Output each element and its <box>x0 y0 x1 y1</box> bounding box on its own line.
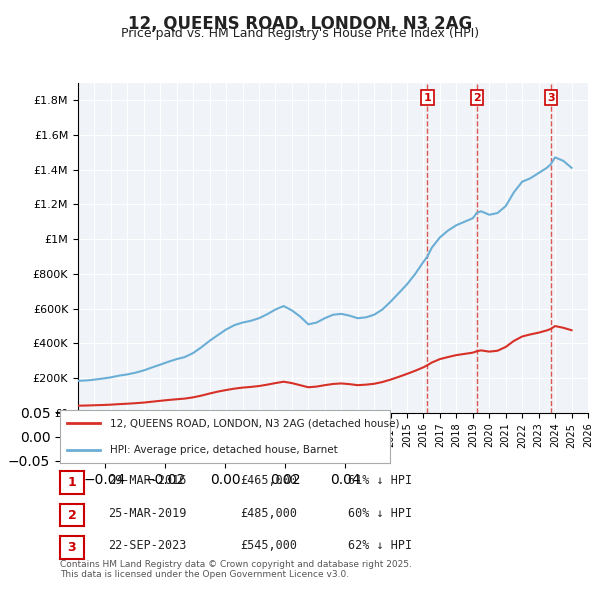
Text: 60% ↓ HPI: 60% ↓ HPI <box>348 507 412 520</box>
Text: 62% ↓ HPI: 62% ↓ HPI <box>348 539 412 552</box>
Text: Price paid vs. HM Land Registry's House Price Index (HPI): Price paid vs. HM Land Registry's House … <box>121 27 479 40</box>
Text: £485,000: £485,000 <box>240 507 297 520</box>
Text: HPI: Average price, detached house, Barnet: HPI: Average price, detached house, Barn… <box>110 445 337 455</box>
Text: Contains HM Land Registry data © Crown copyright and database right 2025.
This d: Contains HM Land Registry data © Crown c… <box>60 560 412 579</box>
Text: £545,000: £545,000 <box>240 539 297 552</box>
Text: 2: 2 <box>473 93 481 103</box>
Text: 1: 1 <box>68 476 76 489</box>
Text: £465,000: £465,000 <box>240 474 297 487</box>
Text: 25-MAR-2019: 25-MAR-2019 <box>108 507 187 520</box>
Text: 1: 1 <box>424 93 431 103</box>
Text: 12, QUEENS ROAD, LONDON, N3 2AG (detached house): 12, QUEENS ROAD, LONDON, N3 2AG (detache… <box>110 418 399 428</box>
Text: 61% ↓ HPI: 61% ↓ HPI <box>348 474 412 487</box>
Text: 22-SEP-2023: 22-SEP-2023 <box>108 539 187 552</box>
Text: 2: 2 <box>68 509 76 522</box>
Text: 3: 3 <box>547 93 554 103</box>
Text: 3: 3 <box>68 541 76 554</box>
Text: 29-MAR-2016: 29-MAR-2016 <box>108 474 187 487</box>
Text: 12, QUEENS ROAD, LONDON, N3 2AG: 12, QUEENS ROAD, LONDON, N3 2AG <box>128 15 472 33</box>
